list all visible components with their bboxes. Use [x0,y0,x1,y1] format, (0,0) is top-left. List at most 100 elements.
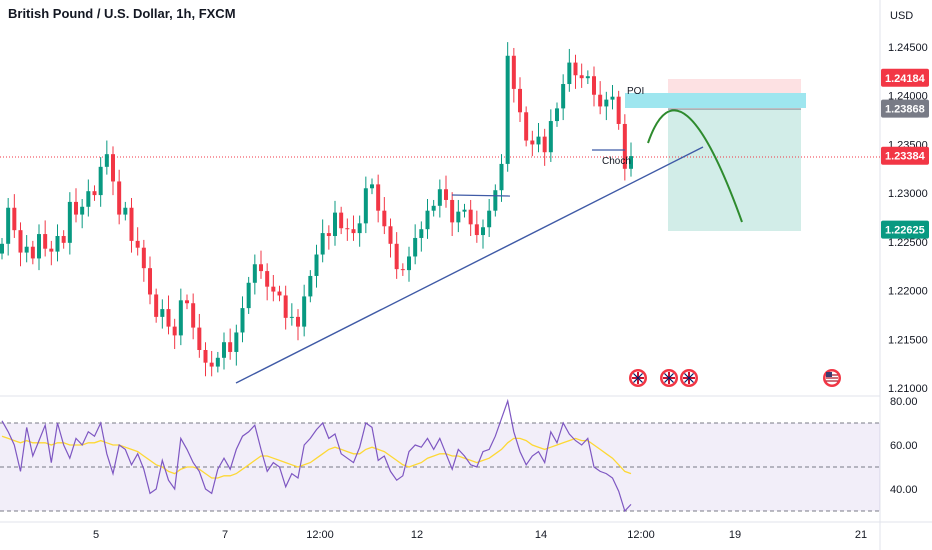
us-event-icon[interactable] [823,369,841,387]
time-tick-label: 5 [93,529,99,541]
candle-body [135,240,140,248]
candle-body [370,184,374,189]
price-badge-label: 1.24184 [885,73,926,85]
trendline[interactable] [235,146,704,384]
rsi-line [1,398,632,513]
candle-body [585,76,590,79]
candle-body [548,121,553,153]
candle-body [240,308,245,333]
price-tick-label: 1.23000 [888,188,928,200]
candle-body [296,316,300,327]
candle-body [481,227,485,236]
candle-body [468,209,473,225]
candle-body [259,264,263,272]
candle-body [6,207,11,244]
time-tick-label: 19 [729,529,741,541]
price-axis: 1.245001.240001.235001.230001.225001.220… [888,42,928,395]
candle-body [228,342,233,352]
candle-body [437,189,442,206]
candle-body [419,229,424,238]
rsi-ma-line [1,435,632,479]
uk-event-icon[interactable] [680,369,698,387]
candle-body [511,55,516,89]
candle-body [382,210,387,227]
candle-body [92,191,97,196]
rsi-band [0,423,880,511]
candle-body [444,189,448,200]
candle-body [271,286,276,292]
candle-body [474,224,479,236]
candle-body [345,228,350,230]
candle-body [215,357,220,367]
candle-body [178,300,183,336]
candle-body [191,303,196,328]
rsi-tick-label: 60.00 [890,440,918,452]
candle-body [283,295,288,318]
candle-body [388,226,393,244]
price-badge-label: 1.22625 [885,225,925,237]
candle-body [487,210,492,228]
price-badge-label: 1.23384 [885,151,926,163]
candle-body [80,206,85,215]
take-profit-zone [668,109,801,231]
candle-body [351,229,356,234]
candle-body [67,201,72,243]
candle-body [394,243,399,270]
candle-body [561,84,566,109]
candle-body [333,212,337,237]
candle-body [252,264,257,283]
candle-body [456,211,461,223]
time-tick-label: 12:00 [627,529,655,541]
candle-body [86,191,91,207]
price-tick-label: 1.21500 [888,334,928,346]
candle-body [610,96,615,100]
candle-body [24,246,29,253]
candle-body [376,184,381,211]
candle-body [117,181,122,215]
candle-body [536,136,541,145]
candle-body [104,154,109,167]
candle-body [629,156,633,169]
candle-body [209,362,214,367]
candle-body [129,207,134,241]
structure-line[interactable] [451,194,511,197]
candle-body [185,300,189,304]
candle-body [289,316,294,318]
candle-body [622,123,627,169]
price-tick-label: 1.22500 [888,237,928,249]
candle-body [203,350,208,363]
candle-body [74,201,78,215]
uk-event-icon[interactable] [660,369,678,387]
candle-body [37,234,41,259]
candle-body [0,243,4,254]
candle-body [339,212,344,229]
stop-loss-zone [668,79,801,93]
uk-event-icon[interactable] [629,369,647,387]
candle-body [98,166,103,196]
candle-body [166,309,171,327]
candle-body [314,254,319,276]
candle-body [400,269,405,271]
candle-body [530,140,535,145]
candle-body [43,234,48,249]
candle-body [197,327,202,351]
projection-arc[interactable] [647,109,743,223]
candle-body [505,55,510,164]
candle-body [616,96,621,124]
candle-body [363,188,368,224]
rsi-axis: 80.00 60.00 40.00 [890,396,918,496]
candle-body [450,199,455,223]
candle-body [308,275,313,297]
price-badge-label: 1.23868 [885,104,925,116]
candle-body [407,256,411,271]
candle-body [462,209,467,212]
candle-body [567,62,572,85]
candle-body [222,342,226,358]
candle-body [277,291,282,296]
chart-title: British Pound / U.S. Dollar, 1h, FXCM [8,6,236,21]
poi-zone [625,93,806,108]
candle-body [265,271,270,287]
candle-body [604,99,609,107]
candle-body [55,236,60,252]
